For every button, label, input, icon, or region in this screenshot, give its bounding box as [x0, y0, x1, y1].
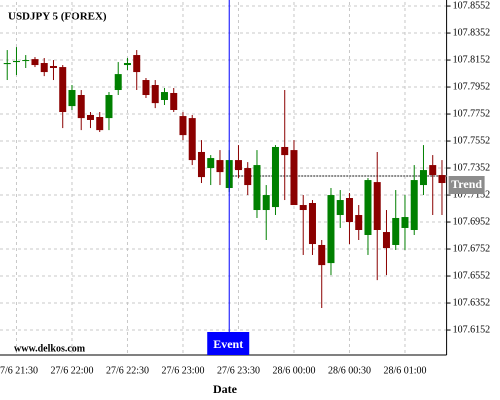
candle-body	[244, 168, 252, 186]
candle-body	[179, 116, 187, 136]
candle-body	[197, 151, 205, 178]
trend-box	[448, 176, 485, 195]
chart-title: USDJPY 5 (FOREX)	[8, 11, 107, 23]
y-tick-label: 107.8552	[453, 0, 491, 11]
candle-body	[96, 117, 104, 131]
y-tick-label: 107.6752	[453, 243, 491, 254]
candle-body	[419, 170, 427, 186]
watermark: www.delkos.com	[14, 343, 86, 354]
candle-body	[364, 180, 372, 235]
candle-body	[31, 59, 39, 66]
candle-body	[308, 203, 316, 245]
candle-body	[373, 182, 381, 230]
candle-body	[59, 67, 67, 113]
candle-body	[49, 65, 57, 69]
candle-body	[355, 215, 363, 230]
candle-body	[401, 217, 409, 228]
candle-body	[429, 165, 437, 176]
x-tick-label: 28/6 01:00	[383, 365, 426, 376]
candle-body	[68, 90, 76, 107]
y-tick-label: 107.6552	[453, 270, 491, 281]
y-tick-label: 107.7152	[453, 189, 491, 200]
trend-label: Trend	[451, 177, 482, 191]
candle-body	[438, 175, 446, 184]
candle-body	[188, 118, 196, 161]
candle-body	[22, 60, 30, 62]
candle-body	[160, 92, 168, 101]
candle-body	[318, 244, 326, 266]
candle-body	[114, 74, 122, 91]
candle-body	[336, 200, 344, 216]
y-tick-label: 107.7352	[453, 162, 491, 173]
event-box	[207, 332, 250, 355]
candle-body	[327, 195, 335, 264]
x-tick-label: 28/6 00:00	[272, 365, 315, 376]
candle-body	[133, 55, 141, 73]
candle-body	[345, 198, 353, 223]
x-tick-label: 27/6 23:30	[217, 365, 260, 376]
y-tick-label: 107.6952	[453, 216, 491, 227]
candle-body	[299, 205, 307, 211]
candle-body	[290, 150, 298, 206]
candle-body	[12, 60, 20, 63]
y-tick-label: 107.8152	[453, 54, 491, 65]
x-tick-label: 27/6 22:30	[106, 365, 149, 376]
x-axis-label: Date	[213, 382, 238, 396]
candle-body	[170, 92, 178, 110]
candle-body	[382, 232, 390, 249]
event-label: Event	[213, 337, 243, 351]
x-tick-label: 27/6 23:00	[161, 365, 204, 376]
candle-body	[262, 195, 270, 211]
candle-body	[216, 160, 224, 173]
candle-body	[86, 114, 94, 120]
x-tick-label: 28/6 00:30	[328, 365, 371, 376]
x-tick-label: 27/6 22:00	[50, 365, 93, 376]
candle-body	[410, 180, 418, 230]
candle-body	[77, 95, 85, 119]
y-tick-label: 107.6152	[453, 324, 491, 335]
candle-body	[123, 63, 131, 66]
y-tick-label: 107.7752	[453, 108, 491, 119]
candle-body	[392, 217, 400, 245]
candle-body	[105, 95, 113, 119]
candle-body	[207, 158, 215, 169]
candle-body	[253, 165, 261, 211]
candle-body	[271, 146, 279, 208]
y-tick-label: 107.7552	[453, 135, 491, 146]
y-tick-label: 107.8352	[453, 27, 491, 38]
x-tick-label: 27/6 21:30	[0, 365, 38, 376]
candle-body	[151, 85, 159, 104]
y-tick-label: 107.6352	[453, 297, 491, 308]
candle-body	[234, 160, 242, 171]
candle-body	[40, 63, 48, 73]
candle-body	[142, 80, 150, 96]
candle-body	[3, 63, 11, 65]
candle-body	[281, 146, 289, 156]
y-tick-label: 107.7952	[453, 81, 491, 92]
